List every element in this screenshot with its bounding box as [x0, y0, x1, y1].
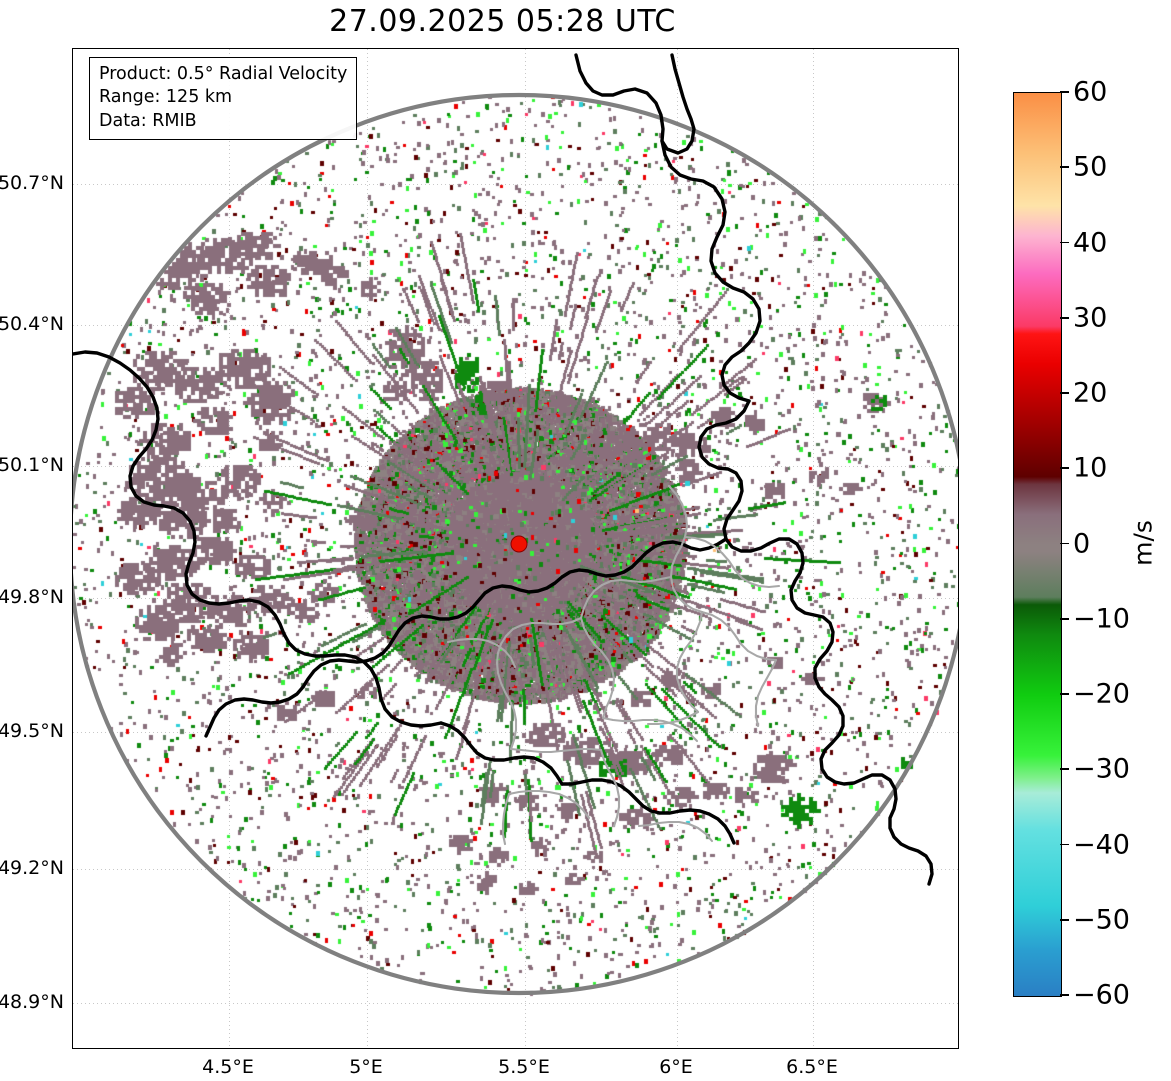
- info-box: Product: 0.5° Radial Velocity Range: 125…: [89, 57, 358, 140]
- national-border: [439, 721, 564, 786]
- lat-label: 49.5°N: [0, 720, 64, 742]
- colorbar-gradient: [1014, 93, 1061, 996]
- provincial-borders: [446, 484, 781, 846]
- colorbar-tick-label: −50: [1073, 904, 1130, 936]
- colorbar-tick-label: 30: [1073, 302, 1108, 334]
- colorbar-tick: [1060, 316, 1069, 319]
- national-border: [660, 139, 762, 403]
- colorbar-tick-label: −30: [1073, 753, 1130, 785]
- colorbar-tick: [1060, 166, 1069, 169]
- colorbar-tick-label: 40: [1073, 227, 1108, 258]
- colorbar-tick-label: −20: [1073, 678, 1130, 710]
- national-border: [574, 53, 696, 155]
- colorbar-tick-label: 50: [1073, 151, 1108, 183]
- range-ring: [73, 93, 958, 995]
- colorbar-tick-label: 60: [1073, 76, 1108, 108]
- colorbar-tick: [1060, 693, 1069, 695]
- colorbar-tick: [1060, 918, 1069, 921]
- colorbar-tick: [1060, 617, 1069, 620]
- national-border: [73, 350, 443, 728]
- colorbar-tick: [1060, 994, 1069, 996]
- colorbar-tick-label: 0: [1073, 528, 1091, 559]
- info-range: Range: 125 km: [99, 87, 233, 108]
- colorbar-tick-label: 10: [1073, 452, 1108, 484]
- lat-label: 48.9°N: [0, 991, 64, 1013]
- lat-label: 50.1°N: [0, 454, 64, 476]
- info-product: Product: 0.5° Radial Velocity: [99, 64, 348, 84]
- lon-label: 5°E: [349, 1056, 383, 1078]
- colorbar-tick-label: −40: [1073, 829, 1130, 860]
- lon-label: 4.5°E: [202, 1056, 254, 1078]
- colorbar-tick: [1060, 392, 1069, 394]
- national-border: [204, 537, 728, 738]
- lat-label: 50.7°N: [0, 172, 64, 194]
- colorbar-tick: [1060, 241, 1069, 244]
- colorbar-unit-label: m/s: [1128, 520, 1158, 566]
- colorbar-tick: [1060, 542, 1069, 545]
- radar-map-plot[interactable]: Product: 0.5° Radial Velocity Range: 125…: [72, 48, 959, 1049]
- lon-label: 6.5°E: [786, 1056, 838, 1078]
- colorbar-tick: [1060, 768, 1069, 771]
- colorbar-tick-label: 20: [1073, 377, 1108, 409]
- colorbar-tick: [1060, 91, 1069, 93]
- national-border: [560, 778, 736, 845]
- info-data: Data: RMIB: [99, 110, 197, 131]
- map-geometry-layer: [73, 53, 958, 995]
- colorbar-tick-label: −60: [1073, 979, 1130, 1011]
- lat-label: 49.2°N: [0, 857, 64, 879]
- page-title: 27.09.2025 05:28 UTC: [329, 4, 676, 39]
- national-border: [697, 399, 934, 886]
- radar-site-marker[interactable]: [510, 535, 528, 553]
- colorbar-tick: [1060, 843, 1069, 846]
- colorbar-tick-label: −10: [1073, 603, 1130, 635]
- colorbar: [1013, 92, 1062, 997]
- lat-label: 49.8°N: [0, 586, 64, 608]
- lon-label: 5.5°E: [498, 1056, 550, 1078]
- colorbar-tick: [1060, 467, 1069, 470]
- lon-label: 6°E: [659, 1056, 693, 1078]
- lat-label: 50.4°N: [0, 313, 64, 335]
- latitude-axis: 50.7°N 50.4°N 50.1°N 49.8°N 49.5°N 49.2°…: [0, 0, 72, 1081]
